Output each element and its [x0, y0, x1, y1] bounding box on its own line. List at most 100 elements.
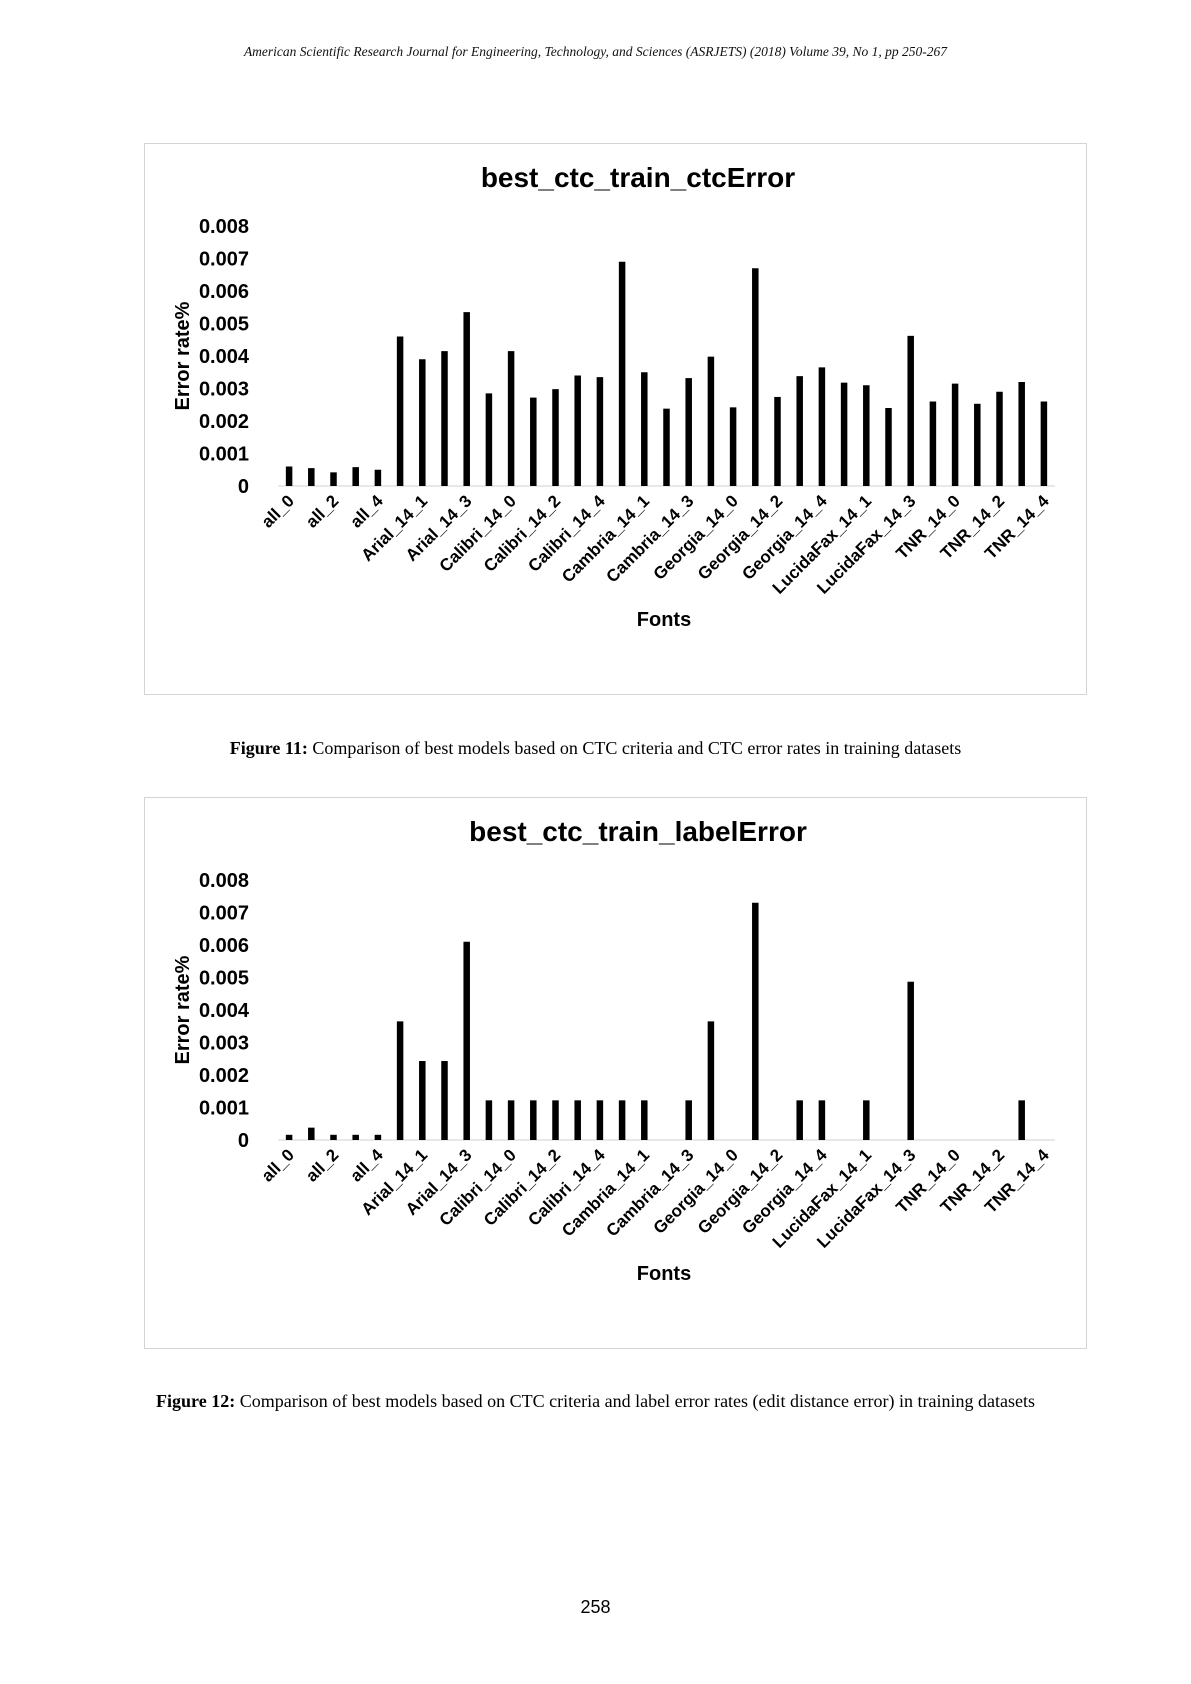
bar	[463, 942, 470, 1140]
y-tick-label: 0.002	[199, 411, 249, 433]
figure-11-chart: best_ctc_train_ctcError Error rate% 0 0.001…	[144, 143, 1087, 695]
bar	[796, 1100, 803, 1140]
bar	[774, 397, 781, 486]
bar	[352, 1135, 359, 1140]
bar	[552, 389, 559, 486]
bar	[863, 385, 870, 486]
figure-11-label: Figure 11:	[230, 738, 308, 758]
bar	[530, 1100, 537, 1140]
figure-12-chart: best_ctc_train_labelError Error rate% 0 0.0…	[144, 797, 1087, 1349]
bar	[863, 1100, 870, 1140]
chart-title: best_ctc_train_labelError	[469, 816, 807, 847]
bar	[819, 367, 826, 486]
bar	[352, 467, 359, 486]
y-tick-label: 0	[238, 476, 249, 498]
y-tick-label: 0.003	[199, 379, 249, 401]
bar	[907, 982, 914, 1140]
bar	[441, 1061, 448, 1140]
bar	[619, 262, 626, 486]
bar	[619, 1100, 626, 1140]
bar	[819, 1100, 826, 1140]
bar	[486, 1100, 493, 1140]
bar	[574, 1100, 581, 1140]
y-tick-label: 0.006	[199, 935, 249, 957]
bar	[952, 384, 959, 486]
bar	[441, 351, 448, 486]
y-tick-label: 0.005	[199, 968, 249, 990]
bar	[330, 1135, 337, 1140]
bar	[419, 359, 426, 486]
y-tick-label: 0.001	[199, 444, 249, 466]
bar	[308, 1128, 315, 1140]
bar	[708, 1021, 715, 1140]
figure-12-caption: Figure 12: Comparison of best models bas…	[140, 1383, 1051, 1419]
figure-11-text: Comparison of best models based on CTC c…	[308, 738, 961, 758]
bar	[597, 1100, 604, 1140]
bar	[796, 376, 803, 486]
y-tick-label: 0.008	[199, 216, 249, 238]
figure-11-caption: Figure 11: Comparison of best models bas…	[140, 730, 1051, 766]
bar	[1018, 382, 1024, 486]
bar	[419, 1061, 426, 1140]
bar	[308, 468, 315, 486]
bar	[996, 392, 1003, 486]
figure-12-label: Figure 12:	[156, 1391, 235, 1411]
bar	[508, 1100, 514, 1140]
bar	[885, 408, 892, 486]
figure-12-text: Comparison of best models based on CTC c…	[235, 1391, 1035, 1411]
bar	[752, 268, 759, 486]
x-tick-label: all_0	[258, 491, 298, 531]
y-tick-label: 0.002	[199, 1065, 249, 1087]
bar	[685, 1100, 692, 1140]
journal-header: American Scientific Research Journal for…	[0, 44, 1191, 60]
bar	[1041, 402, 1048, 487]
y-axis-label: Error rate%	[172, 301, 194, 410]
bar	[641, 1100, 648, 1140]
bar	[1018, 1100, 1024, 1140]
bar	[375, 470, 382, 486]
bar	[397, 337, 404, 487]
bar	[330, 472, 337, 486]
bar	[286, 467, 293, 487]
x-tick-label: all_2	[302, 1145, 342, 1185]
x-axis-label: Fonts	[637, 609, 691, 631]
y-tick-label: 0.003	[199, 1033, 249, 1055]
chart-svg: best_ctc_train_ctcError Error rate% 0 0.001…	[145, 144, 1086, 694]
y-tick-label: 0.004	[199, 1000, 250, 1022]
y-tick-label: 0.001	[199, 1098, 249, 1120]
x-axis-label: Fonts	[637, 1263, 691, 1285]
bar	[486, 393, 493, 486]
chart-title: best_ctc_train_ctcError	[481, 162, 795, 193]
y-tick-label: 0.005	[199, 314, 249, 336]
x-tick-label: all_4	[347, 491, 388, 532]
bar	[641, 372, 648, 486]
bar	[907, 336, 914, 486]
bar	[286, 1135, 293, 1140]
bar	[930, 402, 937, 487]
bar	[463, 312, 470, 486]
bar	[974, 404, 981, 486]
y-tick-label: 0	[238, 1130, 249, 1152]
bar	[552, 1100, 559, 1140]
bar	[841, 383, 848, 486]
bar	[574, 376, 581, 487]
x-tick-label: all_4	[347, 1145, 388, 1186]
y-tick-label: 0.007	[199, 903, 249, 925]
bar	[752, 903, 759, 1140]
y-tick-label: 0.007	[199, 249, 249, 271]
bar	[597, 377, 604, 486]
bar	[663, 409, 670, 486]
y-tick-label: 0.004	[199, 346, 250, 368]
bar	[530, 398, 537, 486]
chart-svg: best_ctc_train_labelError Error rate% 0 0.0…	[145, 798, 1086, 1348]
bar	[685, 378, 692, 486]
bar	[397, 1021, 404, 1140]
x-tick-label: all_2	[302, 491, 342, 531]
bar	[375, 1135, 382, 1140]
x-tick-label: all_0	[258, 1145, 298, 1185]
y-tick-label: 0.006	[199, 281, 249, 303]
bar	[708, 357, 715, 486]
page-number: 258	[0, 1597, 1191, 1618]
bar	[508, 351, 514, 486]
y-axis-label: Error rate%	[172, 955, 194, 1064]
